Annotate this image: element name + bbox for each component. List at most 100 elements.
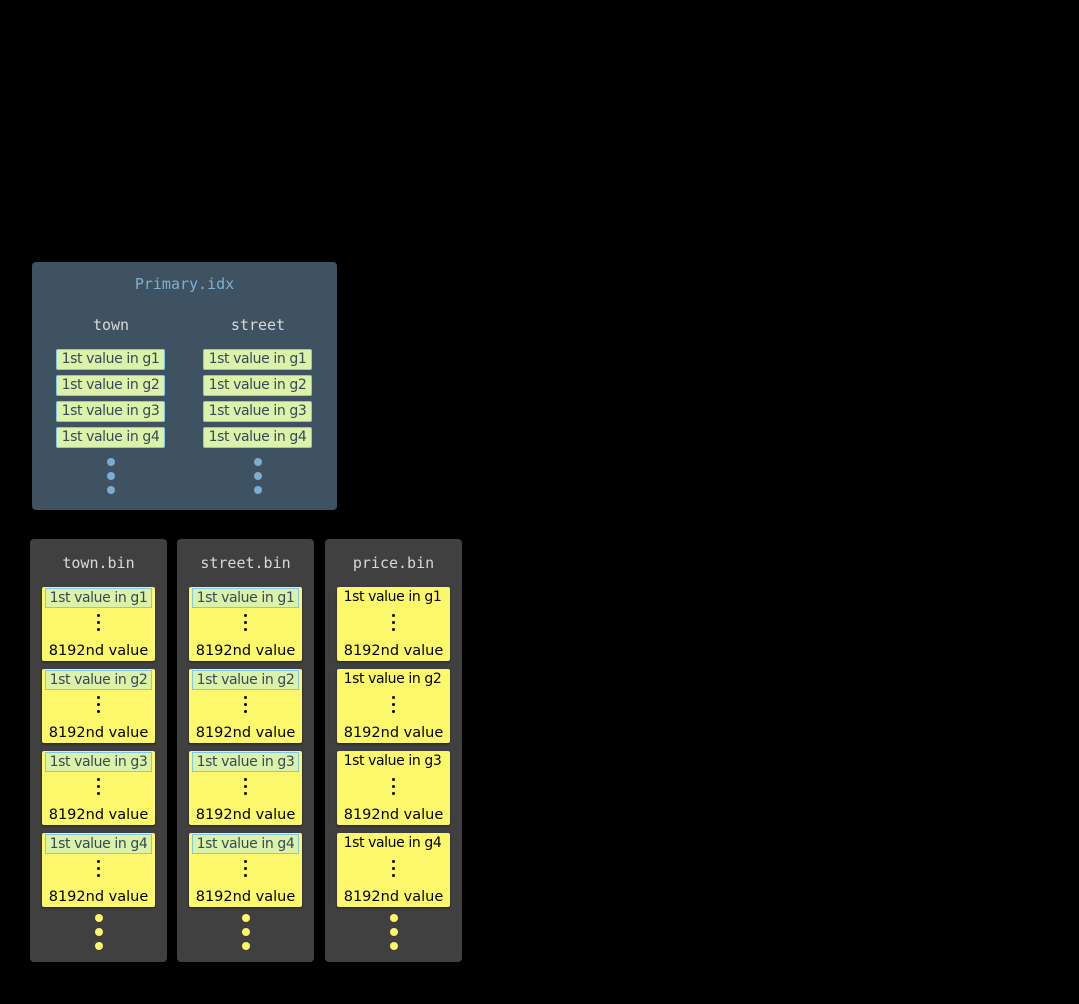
ellipsis-dot bbox=[95, 928, 103, 936]
granule-first-value: 1st value in g3 bbox=[192, 752, 299, 772]
index-column-header: street bbox=[230, 316, 286, 334]
ellipsis-dot bbox=[95, 914, 103, 922]
granule-block: 1st value in g4 8192nd value bbox=[189, 833, 302, 907]
vertical-ellipsis-dot bbox=[392, 874, 395, 877]
ellipsis-dot bbox=[107, 472, 115, 480]
vertical-ellipsis-dot bbox=[244, 792, 247, 795]
granule-last-value: 8192nd value bbox=[195, 643, 296, 659]
primary-index-title: Primary.idx bbox=[134, 275, 235, 293]
granule-last-value: 8192nd value bbox=[343, 643, 444, 659]
granule-block: 1st value in g1 8192nd value bbox=[337, 587, 450, 661]
index-mark: 1st value in g1 bbox=[56, 349, 165, 370]
ellipsis-dot bbox=[107, 458, 115, 466]
ellipsis-dot bbox=[242, 942, 250, 950]
granule-block: 1st value in g4 8192nd value bbox=[42, 833, 155, 907]
vertical-ellipsis-dot bbox=[97, 785, 100, 788]
vertical-ellipsis-dot bbox=[392, 710, 395, 713]
vertical-ellipsis-dot bbox=[392, 867, 395, 870]
granule-last-value: 8192nd value bbox=[343, 807, 444, 823]
granule-last-value: 8192nd value bbox=[343, 725, 444, 741]
granule-block: 1st value in g3 8192nd value bbox=[42, 751, 155, 825]
granule-first-value: 1st value in g2 bbox=[343, 671, 442, 687]
bin-file-title: street.bin bbox=[200, 554, 291, 572]
granule-first-value: 1st value in g4 bbox=[45, 834, 152, 854]
ellipsis-dot bbox=[254, 486, 262, 494]
primary-index-panel: Primary.idx town 1st value in g1 1st value… bbox=[32, 262, 337, 510]
granule-block: 1st value in g2 8192nd value bbox=[337, 669, 450, 743]
granule-last-value: 8192nd value bbox=[48, 643, 149, 659]
index-mark: 1st value in g2 bbox=[203, 375, 312, 396]
vertical-ellipsis-dot bbox=[392, 628, 395, 631]
granule-last-value: 8192nd value bbox=[48, 889, 149, 905]
granule-last-value: 8192nd value bbox=[195, 889, 296, 905]
index-mark: 1st value in g1 bbox=[203, 349, 312, 370]
granule-first-value: 1st value in g1 bbox=[343, 589, 442, 605]
vertical-ellipsis-dot bbox=[392, 696, 395, 699]
granule-first-value: 1st value in g1 bbox=[45, 588, 152, 608]
ellipsis-dot bbox=[390, 914, 398, 922]
vertical-ellipsis-dot bbox=[392, 778, 395, 781]
bin-file-panel: town.bin 1st value in g1 8192nd value 1st v… bbox=[30, 539, 167, 962]
index-mark: 1st value in g3 bbox=[56, 401, 165, 422]
granule-block: 1st value in g2 8192nd value bbox=[42, 669, 155, 743]
ellipsis-dot bbox=[390, 942, 398, 950]
vertical-ellipsis-dot bbox=[97, 778, 100, 781]
granule-block: 1st value in g1 8192nd value bbox=[189, 587, 302, 661]
ellipsis-dot bbox=[254, 472, 262, 480]
vertical-ellipsis-dot bbox=[392, 621, 395, 624]
granule-first-value: 1st value in g1 bbox=[192, 588, 299, 608]
vertical-ellipsis-dot bbox=[244, 703, 247, 706]
index-mark: 1st value in g2 bbox=[56, 375, 165, 396]
granule-first-value: 1st value in g3 bbox=[343, 753, 442, 769]
vertical-ellipsis-dot bbox=[392, 703, 395, 706]
vertical-ellipsis-dot bbox=[244, 614, 247, 617]
ellipsis-dot bbox=[242, 928, 250, 936]
vertical-ellipsis-dot bbox=[244, 860, 247, 863]
granule-first-value: 1st value in g4 bbox=[343, 835, 442, 851]
ellipsis-dot bbox=[390, 928, 398, 936]
vertical-ellipsis-dot bbox=[244, 874, 247, 877]
bin-file-title: price.bin bbox=[352, 554, 435, 572]
ellipsis-dot bbox=[95, 942, 103, 950]
granule-last-value: 8192nd value bbox=[48, 725, 149, 741]
ellipsis-dot bbox=[254, 458, 262, 466]
index-column-header: town bbox=[92, 316, 130, 334]
bin-file-panel: street.bin 1st value in g1 8192nd value 1st… bbox=[177, 539, 314, 962]
granule-last-value: 8192nd value bbox=[343, 889, 444, 905]
vertical-ellipsis-dot bbox=[244, 778, 247, 781]
granule-first-value: 1st value in g3 bbox=[45, 752, 152, 772]
granule-block: 1st value in g3 8192nd value bbox=[189, 751, 302, 825]
vertical-ellipsis-dot bbox=[392, 792, 395, 795]
granule-block: 1st value in g1 8192nd value bbox=[42, 587, 155, 661]
vertical-ellipsis-dot bbox=[97, 628, 100, 631]
vertical-ellipsis-dot bbox=[97, 703, 100, 706]
granule-first-value: 1st value in g2 bbox=[192, 670, 299, 690]
vertical-ellipsis-dot bbox=[97, 710, 100, 713]
vertical-ellipsis-dot bbox=[392, 860, 395, 863]
vertical-ellipsis-dot bbox=[244, 785, 247, 788]
index-mark: 1st value in g3 bbox=[203, 401, 312, 422]
vertical-ellipsis-dot bbox=[97, 867, 100, 870]
vertical-ellipsis-dot bbox=[97, 792, 100, 795]
vertical-ellipsis-dot bbox=[392, 614, 395, 617]
granule-block: 1st value in g3 8192nd value bbox=[337, 751, 450, 825]
index-mark: 1st value in g4 bbox=[56, 427, 165, 448]
granule-block: 1st value in g2 8192nd value bbox=[189, 669, 302, 743]
vertical-ellipsis-dot bbox=[244, 710, 247, 713]
vertical-ellipsis-dot bbox=[244, 696, 247, 699]
ellipsis-dot bbox=[107, 486, 115, 494]
granule-first-value: 1st value in g4 bbox=[192, 834, 299, 854]
vertical-ellipsis-dot bbox=[97, 874, 100, 877]
ellipsis-dot bbox=[242, 914, 250, 922]
vertical-ellipsis-dot bbox=[244, 628, 247, 631]
granule-last-value: 8192nd value bbox=[195, 725, 296, 741]
index-mark: 1st value in g4 bbox=[203, 427, 312, 448]
vertical-ellipsis-dot bbox=[97, 696, 100, 699]
granule-block: 1st value in g4 8192nd value bbox=[337, 833, 450, 907]
vertical-ellipsis-dot bbox=[97, 621, 100, 624]
granule-first-value: 1st value in g2 bbox=[45, 670, 152, 690]
vertical-ellipsis-dot bbox=[97, 614, 100, 617]
vertical-ellipsis-dot bbox=[244, 621, 247, 624]
bin-file-title: town.bin bbox=[62, 554, 135, 572]
vertical-ellipsis-dot bbox=[244, 867, 247, 870]
